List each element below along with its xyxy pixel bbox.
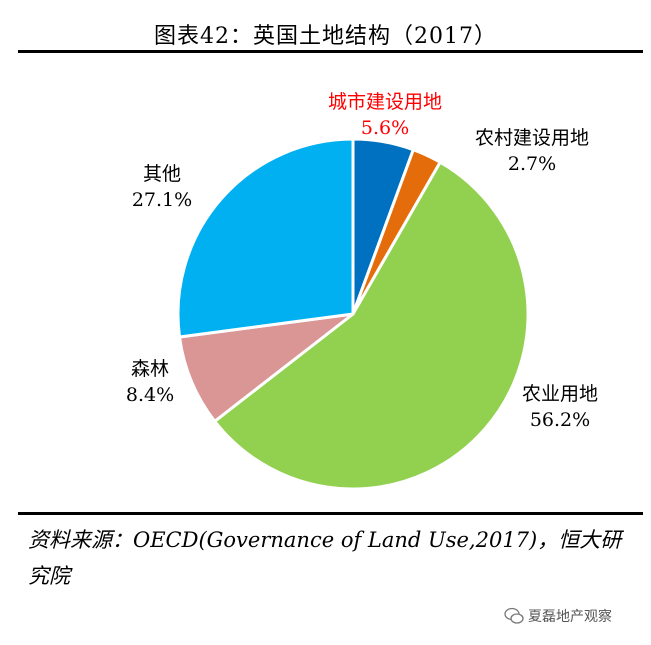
pie-slice-4 — [176, 137, 355, 339]
slice-label-4: 其他 — [143, 163, 181, 185]
slice-value-2: 56.2% — [530, 409, 590, 431]
slice-label-3: 森林 — [131, 358, 169, 380]
slice-label-2: 农业用地 — [522, 383, 598, 405]
pie-slice-3 — [178, 312, 355, 423]
slice-value-3: 8.4% — [126, 384, 174, 406]
slice-value-0: 5.6% — [361, 117, 409, 139]
slice-value-4: 27.1% — [132, 189, 192, 211]
watermark: 夏磊地产观察 — [504, 606, 612, 626]
slice-label-0: 城市建设用地 — [328, 91, 442, 113]
pie-slice-2 — [213, 160, 530, 491]
slice-label-1: 农村建设用地 — [475, 127, 589, 149]
top-rule — [18, 50, 643, 53]
pie-chart: 城市建设用地 5.6% 农村建设用地 2.7% 农业用地 56.2% 森林 8.4% 其他 27.… — [126, 91, 598, 491]
source-note: 资料来源：OECD(Governance of Land Use,2017)，恒… — [28, 528, 622, 588]
chart-title: 图表42：英国土地结构（2017） — [154, 24, 497, 49]
slice-value-1: 2.7% — [508, 153, 556, 175]
bottom-rule — [18, 512, 643, 515]
watermark-text: 夏磊地产观察 — [528, 609, 612, 625]
wechat-icon — [504, 607, 524, 624]
